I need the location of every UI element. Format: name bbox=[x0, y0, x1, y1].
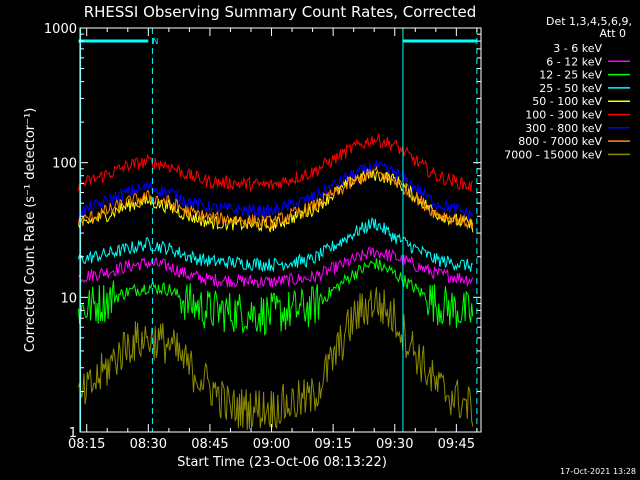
legend-label-3-6-kev: 3 - 6 keV bbox=[553, 42, 602, 55]
legend-label-800-7000-kev: 800 - 7000 keV bbox=[518, 135, 602, 148]
series-line-25-50-kev bbox=[78, 216, 474, 273]
x-axis-label: Start Time (23-Oct-06 08:13:22) bbox=[177, 455, 387, 470]
x-tick-label: 09:30 bbox=[376, 437, 413, 452]
series-line-100-300-kev bbox=[78, 133, 474, 193]
series-line-800-7000-kev bbox=[78, 165, 474, 230]
legend-label-6-12-kev: 6 - 12 keV bbox=[546, 55, 602, 68]
legend-label-7000-15000-kev: 7000 - 15000 keV bbox=[504, 148, 602, 161]
legend-label-25-50-kev: 25 - 50 keV bbox=[539, 82, 602, 95]
series-line-12-25-kev bbox=[78, 258, 474, 336]
series-line-6-12-kev bbox=[78, 246, 474, 289]
y-tick-label: 100 bbox=[52, 157, 77, 172]
y-tick-label: 1000 bbox=[44, 22, 77, 37]
plot-frame bbox=[79, 27, 482, 433]
series-group bbox=[78, 133, 474, 430]
footer-timestamp: 17-Oct-2021 13:28 bbox=[560, 467, 636, 476]
x-tick-label: 08:45 bbox=[191, 437, 228, 452]
legend-label-300-800-kev: 300 - 800 keV bbox=[525, 122, 602, 135]
legend-label-50-100-kev: 50 - 100 keV bbox=[532, 95, 602, 108]
x-ticks: 08:15 08:30 08:45 09:00 09:15 09:30 09:45 bbox=[68, 28, 478, 452]
x-tick-label: 09:15 bbox=[314, 437, 351, 452]
y-tick-label: 1 bbox=[69, 426, 77, 441]
y-ticks: 1 10 100 1000 bbox=[44, 22, 481, 441]
chart-title: RHESSI Observing Summary Count Rates, Co… bbox=[84, 3, 477, 21]
x-tick-label: 09:45 bbox=[438, 437, 475, 452]
series-line-7000-15000-kev bbox=[78, 287, 474, 430]
x-tick-label: 08:30 bbox=[130, 437, 167, 452]
series-line-3-6-kev bbox=[78, 273, 474, 398]
y-tick-label: 10 bbox=[60, 291, 77, 306]
markers-group: N bbox=[78, 28, 478, 432]
legend-header-line2: Att 0 bbox=[600, 27, 626, 40]
legend-label-12-25-kev: 12 - 25 keV bbox=[539, 69, 602, 82]
x-tick-label: 09:00 bbox=[253, 437, 290, 452]
legend-label-100-300-kev: 100 - 300 keV bbox=[525, 109, 602, 122]
legend-header-line1: Det 1,3,4,5,6,9, bbox=[546, 15, 632, 28]
series-line-300-800-kev bbox=[78, 160, 474, 220]
attenuator-bar-label: N bbox=[152, 37, 158, 46]
x-tick-label: 08:15 bbox=[68, 437, 105, 452]
y-axis-label: Corrected Count Rate (s⁻¹ detector⁻¹) bbox=[23, 108, 38, 353]
